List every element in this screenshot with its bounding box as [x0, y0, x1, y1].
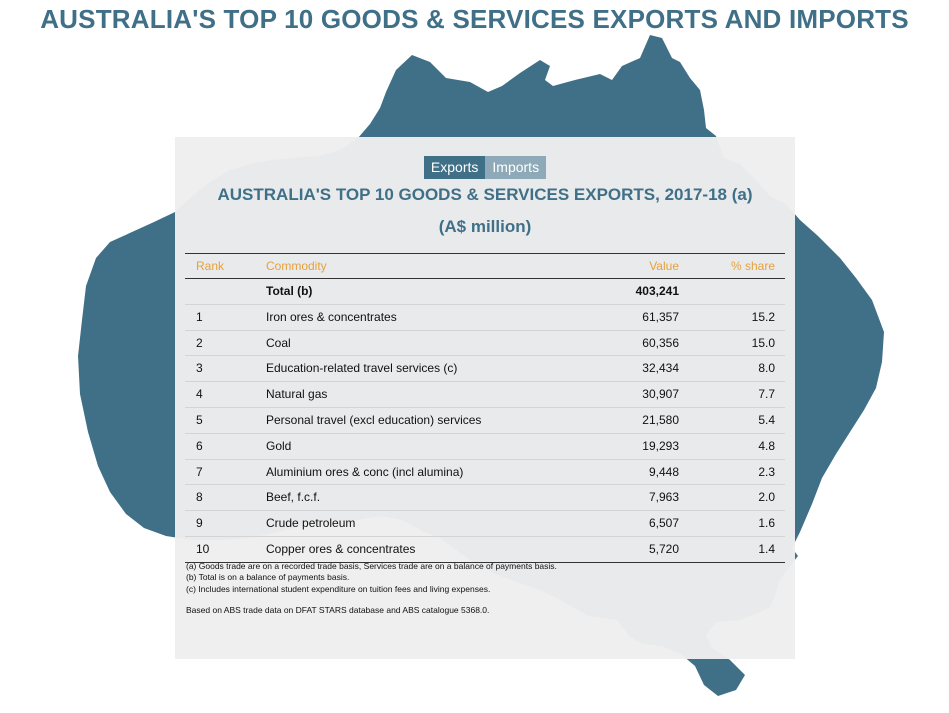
table-row: 9 Crude petroleum 6,507 1.6: [185, 511, 785, 537]
row-rank: 2: [196, 335, 203, 350]
tab-bar: Exports Imports: [175, 156, 795, 179]
total-commodity: Total (b): [266, 284, 313, 298]
column-header-commodity: Commodity: [266, 259, 327, 273]
row-share: 7.7: [758, 387, 775, 402]
row-rank: 1: [196, 309, 203, 324]
row-value: 60,356: [642, 335, 679, 350]
row-value: 30,907: [642, 387, 679, 402]
table-row: 10 Copper ores & concentrates 5,720 1.4: [185, 537, 785, 563]
row-rank: 7: [196, 464, 203, 479]
row-value: 9,448: [648, 464, 679, 479]
table-header-row: Rank Commodity Value % share: [185, 254, 785, 279]
row-share: 2.0: [758, 490, 775, 505]
table-row: 5 Personal travel (excl education) servi…: [185, 408, 785, 434]
row-rank: 8: [196, 490, 203, 505]
row-value: 5,720: [648, 541, 679, 556]
row-rank: 6: [196, 438, 203, 453]
page-title: AUSTRALIA'S TOP 10 GOODS & SERVICES EXPO…: [40, 4, 909, 34]
table-row: 4 Natural gas 30,907 7.7: [185, 382, 785, 408]
table-row: 7 Aluminium ores & conc (incl alumina) 9…: [185, 460, 785, 486]
row-share: 4.8: [758, 438, 775, 453]
row-rank: 9: [196, 516, 203, 531]
source-note: Based on ABS trade data on DFAT STARS da…: [186, 604, 490, 615]
row-rank: 10: [196, 541, 210, 556]
footnote-b: (b) Total is on a balance of payments ba…: [186, 572, 350, 583]
column-header-rank: Rank: [196, 259, 225, 273]
row-share: 15.0: [751, 335, 775, 350]
row-rank: 3: [196, 361, 203, 376]
row-share: 1.4: [758, 541, 775, 556]
row-commodity: Education-related travel services (c): [266, 361, 458, 376]
row-commodity: Coal: [266, 335, 291, 350]
chart-title: AUSTRALIA'S TOP 10 GOODS & SERVICES EXPO…: [217, 185, 753, 204]
row-share: 5.4: [758, 412, 775, 427]
table-row: 8 Beef, f.c.f. 7,963 2.0: [185, 485, 785, 512]
row-value: 6,507: [648, 516, 679, 531]
row-value: 32,434: [642, 361, 679, 376]
row-share: 8.0: [758, 361, 775, 376]
total-value: 403,241: [635, 284, 679, 298]
row-commodity: Beef, f.c.f.: [266, 490, 321, 505]
row-value: 61,357: [642, 309, 679, 324]
footnote-a: (a) Goods trade are on a recorded trade …: [186, 561, 557, 571]
table-row: 3 Education-related travel services (c) …: [185, 356, 785, 383]
row-commodity: Personal travel (excl education) service…: [266, 412, 482, 427]
row-commodity: Natural gas: [266, 387, 328, 402]
tab-imports[interactable]: Imports: [485, 156, 547, 179]
column-header-value: Value: [649, 259, 679, 273]
table-row: 2 Coal 60,356 15.0: [185, 331, 785, 357]
row-rank: 4: [196, 387, 203, 402]
row-commodity: Copper ores & concentrates: [266, 541, 416, 556]
column-header-share: % share: [730, 259, 775, 273]
data-panel: Exports Imports AUSTRALIA'S TOP 10 GOODS …: [175, 137, 795, 659]
footnotes: (a) Goods trade are on a recorded trade …: [186, 561, 557, 616]
row-rank: 5: [196, 412, 203, 427]
row-commodity: Aluminium ores & conc (incl alumina): [266, 464, 464, 479]
row-share: 1.6: [758, 516, 775, 531]
row-commodity: Crude petroleum: [266, 516, 356, 531]
table-row-total: Total (b) 403,241: [185, 279, 785, 305]
exports-table: Rank Commodity Value % share Total (b) 4…: [185, 253, 785, 563]
table-row: 1 Iron ores & concentrates 61,357 15.2: [185, 305, 785, 331]
row-commodity: Iron ores & concentrates: [266, 309, 397, 324]
row-share: 2.3: [758, 464, 775, 479]
footnote-c: (c) Includes international student expen…: [186, 583, 491, 594]
tab-exports[interactable]: Exports: [423, 156, 486, 179]
chart-subtitle: (A$ million): [438, 217, 532, 236]
row-value: 19,293: [642, 438, 679, 453]
table-row: 6 Gold 19,293 4.8: [185, 434, 785, 460]
row-commodity: Gold: [266, 438, 292, 453]
row-share: 15.2: [751, 309, 775, 324]
row-value: 21,580: [642, 412, 679, 427]
row-value: 7,963: [648, 490, 679, 505]
